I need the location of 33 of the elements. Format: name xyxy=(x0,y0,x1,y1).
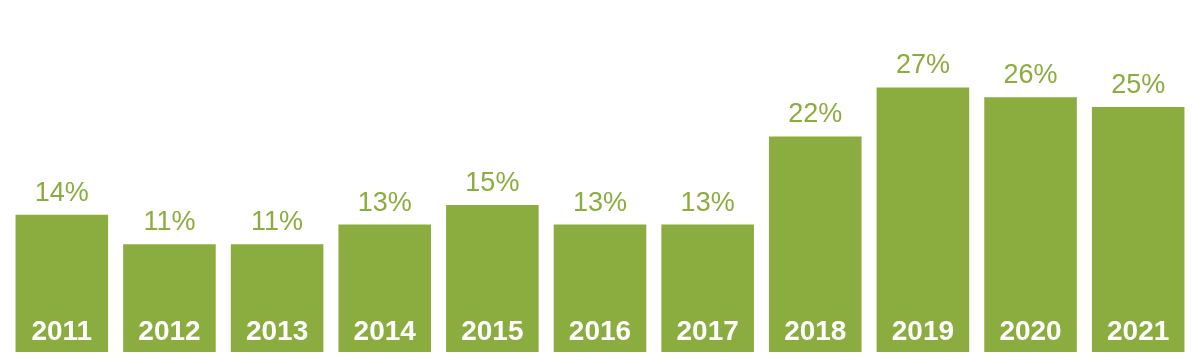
x-tick-label: 2021 xyxy=(1107,314,1170,346)
data-label: 14% xyxy=(34,176,89,207)
x-tick-label: 2015 xyxy=(461,314,524,346)
x-tick-label: 2020 xyxy=(999,314,1062,346)
data-label: 11% xyxy=(143,206,196,237)
data-label: 11% xyxy=(251,206,304,237)
data-label: 13% xyxy=(357,186,412,217)
x-tick-label: 2012 xyxy=(138,314,201,346)
x-tick-label: 2019 xyxy=(891,314,955,346)
data-label: 13% xyxy=(572,186,628,217)
bar xyxy=(123,244,216,352)
data-label: 22% xyxy=(788,98,843,129)
bar xyxy=(15,214,109,352)
data-label: 13% xyxy=(680,186,735,217)
bar xyxy=(553,224,647,352)
x-tick-label: 2014 xyxy=(353,314,417,346)
bar xyxy=(768,136,862,352)
bar xyxy=(984,97,1077,352)
data-label: 25% xyxy=(1111,68,1166,99)
bar xyxy=(230,244,324,352)
x-tick-label: 2013 xyxy=(245,314,309,346)
x-tick-label: 2017 xyxy=(676,314,739,346)
x-tick-label: 2018 xyxy=(784,314,847,346)
bar xyxy=(876,87,970,352)
bar xyxy=(338,224,432,352)
bar xyxy=(1091,107,1185,352)
data-label: 15% xyxy=(465,166,520,197)
x-tick-label: 2016 xyxy=(568,314,632,346)
bar xyxy=(446,205,539,352)
data-label: 27% xyxy=(895,49,950,80)
bar xyxy=(661,224,754,352)
x-tick-label: 2011 xyxy=(31,314,93,346)
data-label: 26% xyxy=(1003,59,1058,90)
